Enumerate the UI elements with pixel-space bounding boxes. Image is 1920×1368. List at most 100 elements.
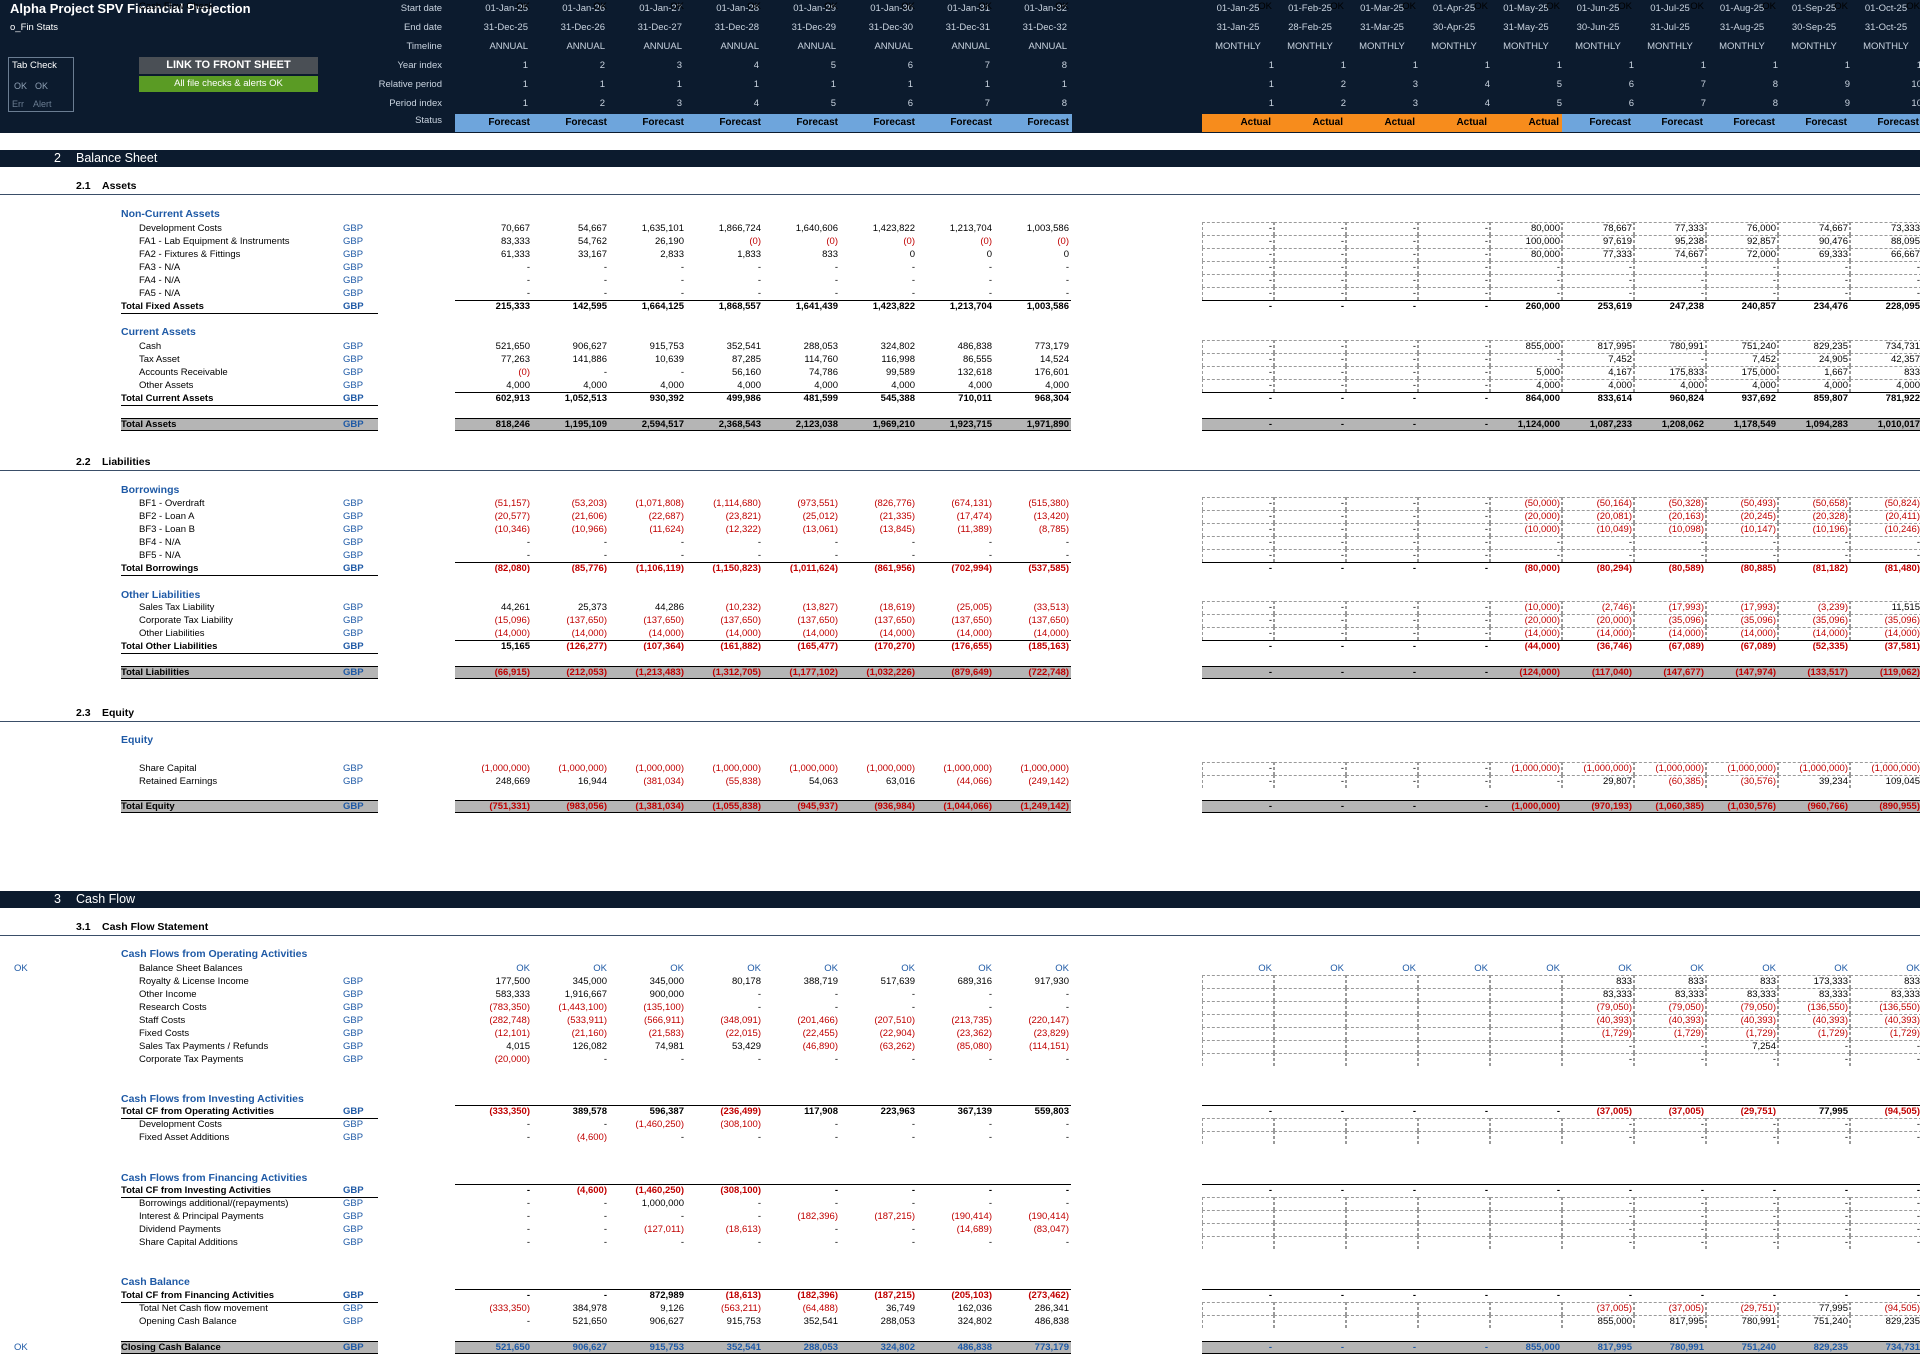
input-cell[interactable] [1418,762,1490,775]
input-cell[interactable] [1418,1210,1490,1223]
input-cell[interactable] [1202,379,1274,392]
input-cell[interactable] [1202,536,1274,549]
input-cell[interactable] [1418,1027,1490,1040]
input-cell[interactable] [1850,274,1920,287]
input-cell[interactable] [1778,366,1850,379]
input-cell[interactable] [1562,1315,1634,1328]
input-cell[interactable] [1490,287,1562,300]
input-cell[interactable] [1418,340,1490,353]
input-cell[interactable] [1562,248,1634,261]
input-cell[interactable] [1490,1302,1562,1315]
input-cell[interactable] [1418,1302,1490,1315]
input-cell[interactable] [1490,1001,1562,1014]
input-cell[interactable] [1634,1236,1706,1249]
input-cell[interactable] [1706,497,1778,510]
input-cell[interactable] [1274,261,1346,274]
input-cell[interactable] [1706,1118,1778,1131]
input-cell[interactable] [1346,1001,1418,1014]
input-cell[interactable] [1490,775,1562,788]
input-cell[interactable] [1706,762,1778,775]
input-cell[interactable] [1850,549,1920,562]
input-cell[interactable] [1706,1197,1778,1210]
input-cell[interactable] [1346,261,1418,274]
input-cell[interactable] [1778,274,1850,287]
input-cell[interactable] [1346,366,1418,379]
input-cell[interactable] [1634,340,1706,353]
input-cell[interactable] [1490,1027,1562,1040]
input-cell[interactable] [1418,975,1490,988]
input-cell[interactable] [1634,1210,1706,1223]
input-cell[interactable] [1706,1001,1778,1014]
input-cell[interactable] [1562,614,1634,627]
input-cell[interactable] [1562,379,1634,392]
input-cell[interactable] [1274,601,1346,614]
input-cell[interactable] [1202,1014,1274,1027]
input-cell[interactable] [1202,235,1274,248]
input-cell[interactable] [1202,762,1274,775]
input-cell[interactable] [1778,775,1850,788]
input-cell[interactable] [1562,1223,1634,1236]
input-cell[interactable] [1346,536,1418,549]
input-cell[interactable] [1562,274,1634,287]
input-cell[interactable] [1778,536,1850,549]
input-cell[interactable] [1418,1053,1490,1066]
input-cell[interactable] [1202,1223,1274,1236]
input-cell[interactable] [1490,523,1562,536]
input-cell[interactable] [1562,523,1634,536]
input-cell[interactable] [1202,549,1274,562]
input-cell[interactable] [1274,1053,1346,1066]
input-cell[interactable] [1418,1118,1490,1131]
input-cell[interactable] [1202,1197,1274,1210]
input-cell[interactable] [1274,1001,1346,1014]
input-cell[interactable] [1202,614,1274,627]
input-cell[interactable] [1778,601,1850,614]
input-cell[interactable] [1850,1210,1920,1223]
input-cell[interactable] [1706,248,1778,261]
input-cell[interactable] [1202,775,1274,788]
input-cell[interactable] [1850,261,1920,274]
input-cell[interactable] [1706,523,1778,536]
input-cell[interactable] [1706,1040,1778,1053]
input-cell[interactable] [1346,1053,1418,1066]
input-cell[interactable] [1778,222,1850,235]
input-cell[interactable] [1562,762,1634,775]
input-cell[interactable] [1850,510,1920,523]
input-cell[interactable] [1634,975,1706,988]
input-cell[interactable] [1274,1131,1346,1144]
input-cell[interactable] [1490,1014,1562,1027]
input-cell[interactable] [1850,248,1920,261]
input-cell[interactable] [1778,379,1850,392]
input-cell[interactable] [1418,627,1490,640]
input-cell[interactable] [1778,1053,1850,1066]
input-cell[interactable] [1706,353,1778,366]
input-cell[interactable] [1778,1131,1850,1144]
input-cell[interactable] [1418,287,1490,300]
input-cell[interactable] [1634,1197,1706,1210]
input-cell[interactable] [1274,274,1346,287]
input-cell[interactable] [1778,1197,1850,1210]
input-cell[interactable] [1346,340,1418,353]
input-cell[interactable] [1706,261,1778,274]
input-cell[interactable] [1346,762,1418,775]
input-cell[interactable] [1634,1001,1706,1014]
input-cell[interactable] [1202,222,1274,235]
input-cell[interactable] [1418,1001,1490,1014]
input-cell[interactable] [1706,274,1778,287]
input-cell[interactable] [1634,287,1706,300]
input-cell[interactable] [1850,366,1920,379]
input-cell[interactable] [1562,988,1634,1001]
input-cell[interactable] [1346,379,1418,392]
input-cell[interactable] [1202,988,1274,1001]
input-cell[interactable] [1562,287,1634,300]
input-cell[interactable] [1850,1027,1920,1040]
input-cell[interactable] [1778,1027,1850,1040]
input-cell[interactable] [1850,235,1920,248]
input-cell[interactable] [1706,366,1778,379]
input-cell[interactable] [1562,497,1634,510]
input-cell[interactable] [1562,261,1634,274]
input-cell[interactable] [1850,601,1920,614]
input-cell[interactable] [1850,287,1920,300]
input-cell[interactable] [1634,1118,1706,1131]
input-cell[interactable] [1346,627,1418,640]
input-cell[interactable] [1850,1223,1920,1236]
